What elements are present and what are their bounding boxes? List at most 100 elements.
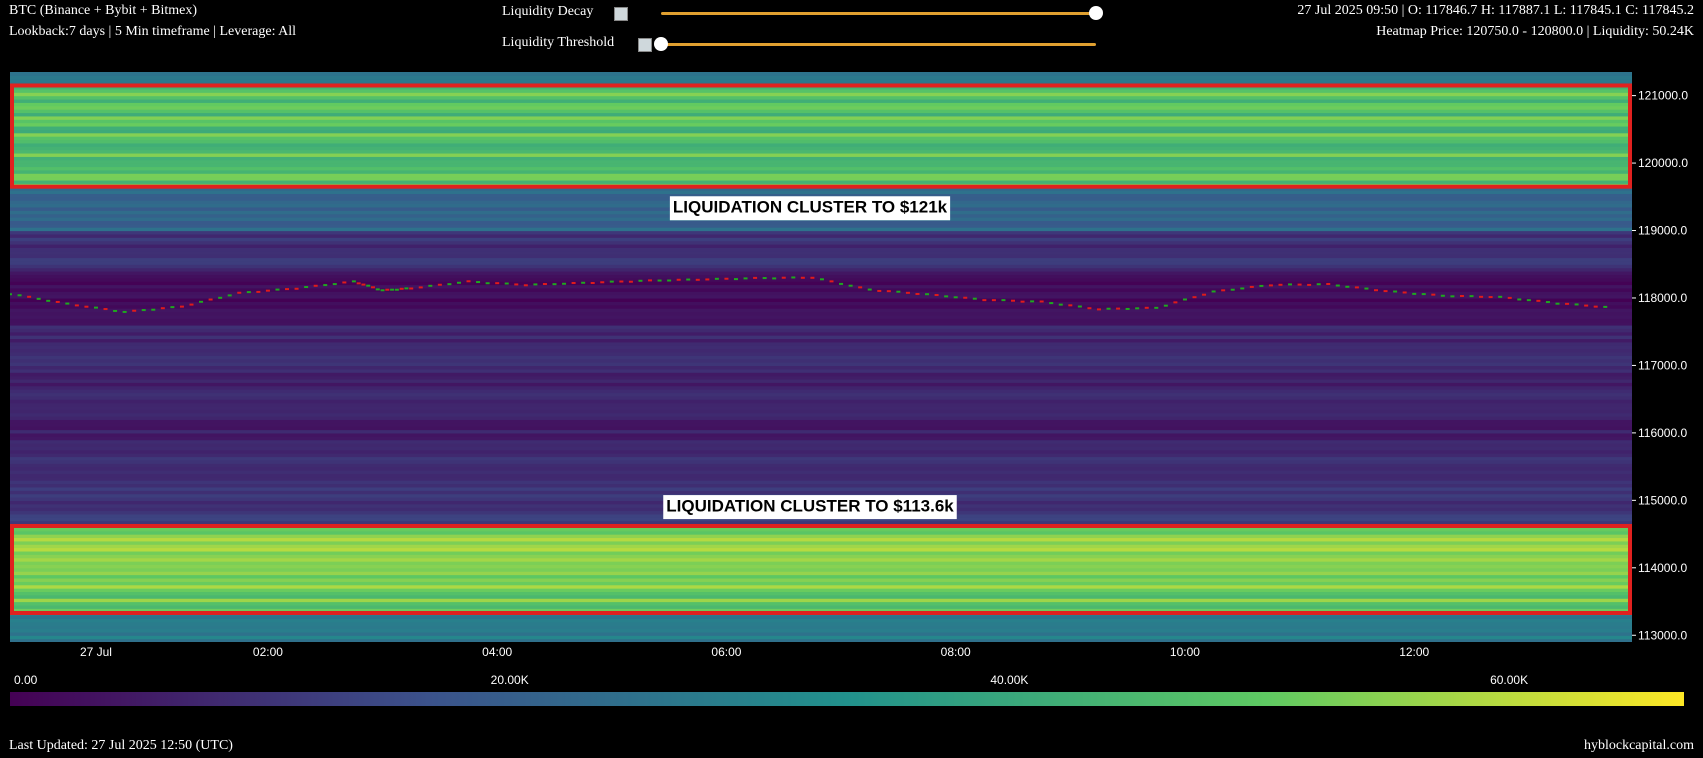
price-candle: [609, 280, 614, 283]
price-axis: 113000.0 114000.0 115000.0 116000.0 117000.0…: [1632, 89, 1688, 642]
price-candle: [724, 277, 729, 280]
price-candle: [375, 288, 380, 291]
price-candle: [265, 289, 270, 292]
cluster-highlight-box: [10, 523, 1632, 615]
price-candle: [1030, 300, 1035, 303]
heat-band: [10, 382, 1632, 387]
heat-band: [10, 341, 1632, 346]
price-candle: [1049, 302, 1054, 305]
heat-band: [10, 247, 1632, 252]
liquidity-threshold-track[interactable]: [661, 43, 1096, 46]
price-candle: [1259, 284, 1264, 287]
price-candle: [819, 278, 824, 281]
heat-band: [10, 321, 1632, 326]
heat-band: [10, 129, 1632, 134]
price-candle: [208, 298, 213, 301]
heat-band: [10, 443, 1632, 447]
price-candle: [132, 309, 137, 312]
y-tick-label: 115000.0: [1638, 493, 1687, 507]
price-candle: [103, 308, 108, 311]
heat-band: [10, 550, 1632, 555]
price-candle: [925, 293, 930, 296]
heat-band: [10, 557, 1632, 562]
price-candle: [1211, 290, 1216, 293]
price-candle: [485, 282, 490, 285]
heat-band: [10, 419, 1632, 424]
x-tick-label: 12:00: [1399, 645, 1429, 659]
heat-band: [10, 338, 1632, 343]
price-candle: [246, 291, 251, 294]
liquidity-decay-track[interactable]: [661, 12, 1096, 15]
price-candle: [437, 283, 442, 286]
heatmap-bands: [10, 72, 1632, 642]
price-candle: [256, 290, 261, 293]
price-candle: [1574, 303, 1579, 306]
price-candle: [1221, 289, 1226, 292]
heat-band: [10, 584, 1632, 589]
heat-band: [10, 351, 1632, 356]
liquidity-threshold-knob[interactable]: [654, 37, 668, 51]
price-candle: [600, 281, 605, 284]
colorbar-tick-label: 20.00K: [491, 673, 529, 687]
heat-band: [10, 284, 1632, 289]
heat-band: [10, 463, 1632, 468]
price-candle: [667, 279, 672, 282]
cluster-annotation-bg: [669, 196, 951, 221]
price-candle: [905, 291, 910, 294]
price-candle: [17, 294, 22, 297]
heat-band: [10, 412, 1632, 417]
price-candle: [1373, 289, 1378, 292]
heat-band: [10, 274, 1632, 279]
price-candle: [1412, 292, 1417, 295]
heat-band: [10, 223, 1632, 228]
chart-subtitle: Lookback:7 days | 5 Min timeframe | Leve…: [9, 24, 297, 39]
heat-band: [10, 102, 1632, 107]
heat-band: [10, 389, 1632, 394]
price-candle: [1163, 304, 1168, 307]
price-candle: [886, 290, 891, 293]
heat-band: [10, 301, 1632, 306]
y-tick-label: 114000.0: [1638, 561, 1687, 575]
price-candle: [1087, 307, 1092, 310]
heat-band: [10, 193, 1632, 198]
price-candle: [1517, 298, 1522, 301]
heat-band: [10, 230, 1632, 235]
liquidity-decay-knob[interactable]: [1089, 6, 1103, 20]
price-candle: [1068, 304, 1073, 307]
heat-band: [10, 264, 1632, 269]
price-candle: [361, 283, 366, 286]
price-candle: [10, 293, 12, 296]
price-candle: [743, 277, 748, 280]
heat-band: [10, 429, 1632, 434]
price-candle: [160, 307, 165, 310]
heat-band: [10, 466, 1632, 471]
heat-band: [10, 324, 1632, 329]
heat-band: [10, 294, 1632, 299]
heat-band: [10, 267, 1632, 272]
liquidity-decay-label: Liquidity Decay: [502, 4, 594, 19]
heat-band: [10, 287, 1632, 292]
cluster-annotation: LIQUIDATION CLUSTER TO $121k: [669, 196, 951, 221]
cluster-annotation-text: LIQUIDATION CLUSTER TO $121k: [673, 198, 948, 217]
price-candle: [1011, 299, 1016, 302]
heat-band: [10, 328, 1632, 333]
heat-band: [10, 270, 1632, 275]
heat-band: [10, 449, 1632, 454]
price-candle: [227, 294, 232, 297]
brand-link[interactable]: hyblockcapital.com: [1583, 738, 1694, 753]
heat-band: [10, 459, 1632, 464]
heat-band: [10, 220, 1632, 225]
price-candle: [1192, 296, 1197, 299]
heat-band: [10, 125, 1632, 130]
price-candle: [1545, 301, 1550, 304]
price-candle: [1584, 304, 1589, 307]
heat-band: [10, 409, 1632, 414]
heat-band: [10, 476, 1632, 481]
heat-band: [10, 561, 1632, 566]
price-candle: [1345, 285, 1350, 288]
price-candle: [199, 300, 204, 303]
price-candle: [1555, 302, 1560, 305]
heat-band: [10, 240, 1632, 245]
price-candle: [366, 284, 371, 287]
